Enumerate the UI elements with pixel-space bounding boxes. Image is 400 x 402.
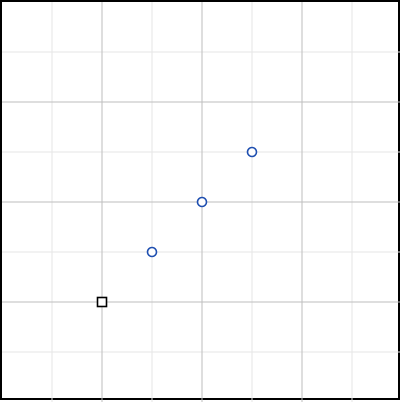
point-3-circle-marker[interactable]: [246, 146, 258, 158]
point-1-circle-marker[interactable]: [146, 246, 158, 258]
points-layer: [146, 146, 258, 258]
square-cursor-icon[interactable]: [96, 296, 108, 308]
cursor-layer: [96, 296, 108, 308]
point-2-circle-marker[interactable]: [196, 196, 208, 208]
